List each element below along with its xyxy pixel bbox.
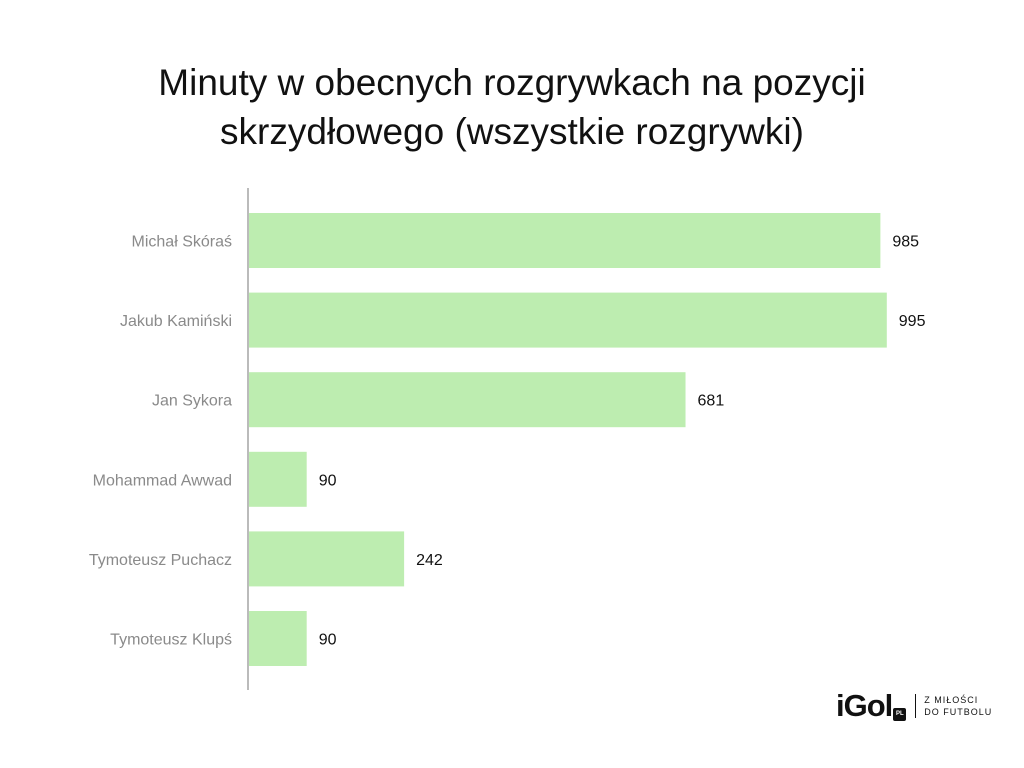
category-label-5: Tymoteusz Klupś — [110, 632, 232, 649]
value-label-0: 985 — [892, 234, 919, 251]
chart-title: Minuty w obecnych rozgrywkach na pozycji… — [0, 58, 1024, 156]
value-label-2: 681 — [698, 393, 725, 410]
category-label-0: Michał Skóraś — [132, 234, 232, 251]
logo-tagline-line-1: Z MIŁOŚCI — [924, 695, 979, 705]
logo-divider — [915, 694, 917, 718]
bar-3 — [249, 451, 307, 507]
category-label-3: Mohammad Awwad — [93, 472, 232, 489]
bars-layer: Michał Skóraś 985 Jakub Kamiński 995 Jan Syk… — [89, 213, 926, 666]
igol-logo: iGol PL Z MIŁOŚCI DO FUTBOLU — [836, 688, 992, 724]
bar-1 — [249, 292, 887, 348]
category-label-4: Tymoteusz Puchacz — [89, 552, 232, 569]
bar-4 — [249, 531, 405, 587]
value-label-5: 90 — [319, 632, 337, 649]
logo-wordmark: iGol — [836, 688, 893, 723]
bar-2 — [249, 372, 686, 428]
value-label-1: 995 — [899, 313, 926, 330]
value-label-3: 90 — [319, 472, 337, 489]
chart-title-line-1: Minuty w obecnych rozgrywkach na pozycji — [158, 62, 866, 103]
bar-0 — [249, 213, 881, 268]
chart-title-line-2: skrzydłowego (wszystkie rozgrywki) — [220, 111, 804, 152]
category-label-1: Jakub Kamiński — [120, 313, 232, 330]
value-label-4: 242 — [416, 552, 443, 569]
bar-5 — [249, 611, 307, 666]
category-label-2: Jan Sykora — [152, 393, 232, 410]
logo-tagline-line-2: DO FUTBOLU — [924, 707, 993, 717]
logo-tagline: Z MIŁOŚCI DO FUTBOLU — [924, 694, 992, 718]
logo-pl-badge: PL — [893, 707, 907, 721]
